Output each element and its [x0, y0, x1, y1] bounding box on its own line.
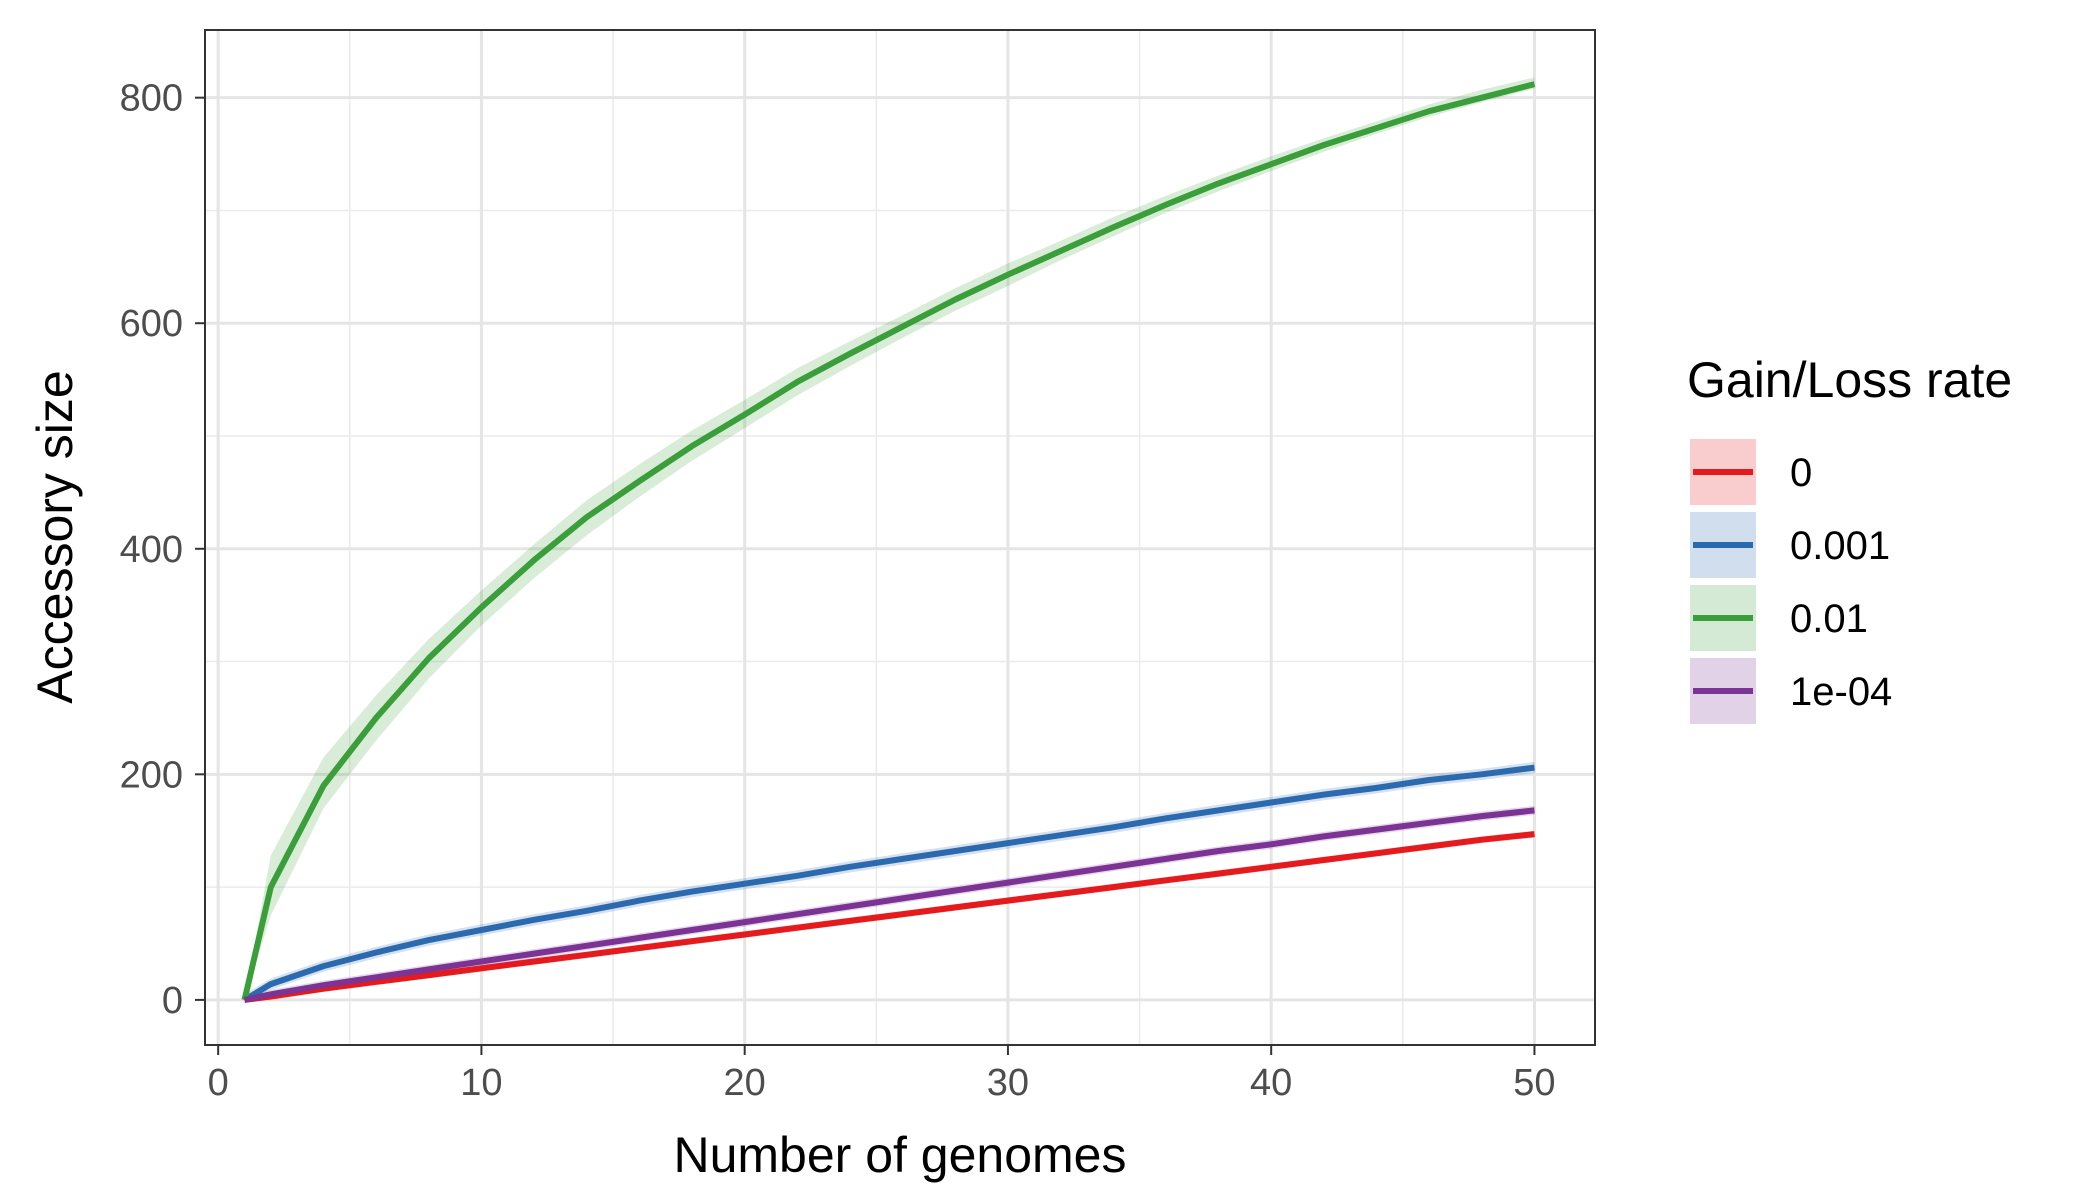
- legend-item-1e-04: 1e-04: [1690, 658, 1892, 724]
- minor-gridlines: [205, 30, 1595, 1045]
- legend: Gain/Loss rate 0 0.001 0.01 1e-04: [1687, 352, 2012, 724]
- plot-panel-border: [204, 29, 1596, 1046]
- legend-label: 0.01: [1790, 597, 1868, 641]
- y-tick-label: 400: [120, 529, 183, 571]
- y-axis-title: Accessory size: [27, 370, 83, 703]
- plot-panel-background: [205, 30, 1595, 1045]
- legend-label: 1e-04: [1790, 670, 1892, 714]
- line-1e-04: [243, 807, 1535, 1003]
- y-tick-label: 200: [120, 754, 183, 796]
- series-lines: [241, 81, 1536, 1003]
- line-0.01: [241, 81, 1536, 1001]
- y-tick-label: 0: [162, 980, 183, 1022]
- legend-label: 0: [1790, 451, 1812, 495]
- legend-title: Gain/Loss rate: [1687, 352, 2012, 408]
- line-0.001: [242, 764, 1535, 1003]
- legend-label: 0.001: [1790, 524, 1890, 568]
- x-tick-label: 40: [1250, 1062, 1292, 1104]
- legend-item-0.001: 0.001: [1690, 512, 1890, 578]
- x-tick-label: 10: [460, 1062, 502, 1104]
- x-tick-label: 20: [724, 1062, 766, 1104]
- legend-item-0.01: 0.01: [1690, 585, 1868, 651]
- line-0: [244, 831, 1535, 1003]
- y-tick-label: 800: [120, 78, 183, 120]
- x-tick-label: 30: [987, 1062, 1029, 1104]
- x-axis: 0 10 20 30 40 50: [208, 1045, 1556, 1104]
- legend-item-0: 0: [1690, 439, 1812, 505]
- x-tick-label: 0: [208, 1062, 229, 1104]
- x-axis-title: Number of genomes: [673, 1127, 1126, 1183]
- x-tick-label: 50: [1513, 1062, 1555, 1104]
- y-axis: 0 200 400 600 800: [120, 78, 205, 1022]
- y-tick-label: 600: [120, 303, 183, 345]
- major-gridlines: [205, 30, 1595, 1045]
